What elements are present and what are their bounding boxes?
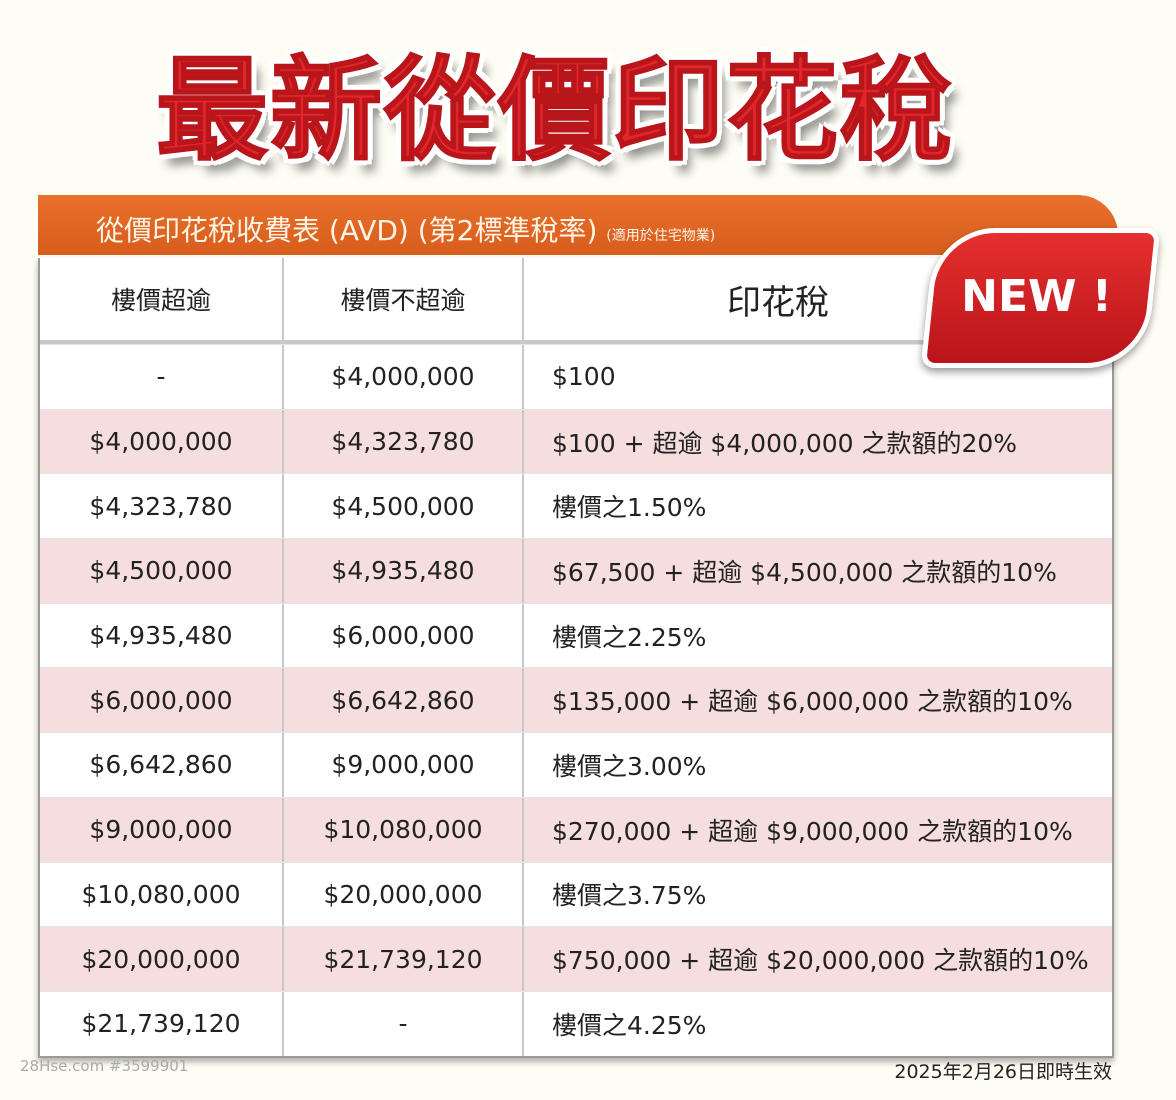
cell-price-not-exceeds: $4,935,480: [284, 539, 524, 603]
new-badge: NEW !: [920, 228, 1161, 368]
cell-price-exceeds: $4,323,780: [40, 474, 284, 539]
effective-date: 2025年2月26日即時生效: [894, 1061, 1112, 1083]
cell-price-exceeds: $21,739,120: [40, 991, 284, 1056]
table-row: $20,000,000 $21,739,120 $750,000 + 超逾 $20,…: [40, 926, 1112, 991]
cell-price-exceeds: $9,000,000: [40, 797, 284, 862]
table-title: 從價印花稅收費表 (AVD) (第2標準稅率) (適用於住宅物業): [96, 209, 715, 249]
table-row: $4,323,780 $4,500,000 樓價之1.50%: [40, 473, 1112, 539]
watermark: 28Hse.com #3599901: [20, 1057, 189, 1075]
cell-stamp-duty: $100: [552, 362, 616, 392]
table-subtitle: (適用於住宅物業): [606, 228, 716, 244]
table-row: $4,935,480 $6,000,000 樓價之2.25%: [40, 602, 1112, 668]
page-title: 最新從價印花稅: [155, 45, 954, 177]
cell-stamp-duty: 樓價之3.00%: [552, 751, 707, 781]
cell-stamp-duty: 樓價之2.25%: [552, 622, 707, 652]
cell-price-not-exceeds: $6,642,860: [284, 668, 524, 733]
table-title-text: 從價印花稅收費表 (AVD) (第2標準稅率): [96, 214, 598, 247]
table-row: $10,080,000 $20,000,000 樓價之3.75%: [40, 861, 1112, 927]
cell-price-not-exceeds: $10,080,000: [284, 797, 524, 862]
cell-price-exceeds: $4,000,000: [40, 409, 284, 474]
table-row: $6,642,860 $9,000,000 樓價之3.00%: [40, 732, 1112, 797]
table-row: $9,000,000 $10,080,000 $270,000 + 超逾 $9,00…: [40, 796, 1112, 862]
cell-stamp-duty: $135,000 + 超逾 $6,000,000 之款額的10%: [552, 687, 1073, 717]
cell-price-exceeds: $10,080,000: [40, 862, 284, 927]
header-price-not-exceeds: 樓價不超逾: [284, 258, 524, 340]
cell-stamp-duty: 樓價之3.75%: [552, 881, 707, 911]
cell-price-not-exceeds: -: [284, 991, 524, 1056]
table-header-row: 樓價超逾 樓價不超逾 印花稅: [40, 258, 1112, 344]
cell-price-not-exceeds: $6,000,000: [284, 603, 524, 668]
cell-stamp-duty: $270,000 + 超逾 $9,000,000 之款額的10%: [552, 816, 1073, 846]
stamp-duty-table: 樓價超逾 樓價不超逾 印花稅 - $4,000,000 $100 $4,000,000…: [38, 258, 1114, 1058]
cell-price-exceeds: -: [40, 345, 284, 409]
table-header-bar: 從價印花稅收費表 (AVD) (第2標準稅率) (適用於住宅物業): [38, 195, 1118, 255]
cell-price-not-exceeds: $4,000,000: [284, 345, 524, 409]
new-badge-text: NEW !: [961, 271, 1112, 322]
table-row: $6,000,000 $6,642,860 $135,000 + 超逾 $6,000…: [40, 667, 1112, 733]
header-stamp-duty: 印花稅: [727, 282, 829, 323]
table-row: $21,739,120- 樓價之4.25%: [40, 990, 1112, 1056]
cell-price-exceeds: $6,642,860: [40, 733, 284, 797]
cell-stamp-duty: 樓價之4.25%: [552, 1010, 707, 1040]
cell-price-exceeds: $20,000,000: [40, 927, 284, 991]
cell-price-exceeds: $4,500,000: [40, 539, 284, 603]
cell-price-exceeds: $6,000,000: [40, 668, 284, 733]
cell-stamp-duty: 樓價之1.50%: [552, 493, 707, 523]
table-row: $4,500,000 $4,935,480 $67,500 + 超逾 $4,500,…: [40, 538, 1112, 603]
cell-price-not-exceeds: $4,323,780: [284, 409, 524, 474]
table-row: - $4,000,000 $100: [40, 344, 1112, 409]
cell-price-not-exceeds: $4,500,000: [284, 474, 524, 539]
cell-price-not-exceeds: $9,000,000: [284, 733, 524, 797]
cell-stamp-duty: $67,500 + 超逾 $4,500,000 之款額的10%: [552, 557, 1057, 587]
table-row: $4,000,000 $4,323,780 $100 + 超逾 $4,000,000…: [40, 408, 1112, 474]
cell-stamp-duty: $750,000 + 超逾 $20,000,000 之款額的10%: [552, 946, 1089, 976]
cell-price-not-exceeds: $21,739,120: [284, 927, 524, 991]
cell-price-not-exceeds: $20,000,000: [284, 862, 524, 927]
cell-stamp-duty: $100 + 超逾 $4,000,000 之款額的20%: [552, 428, 1018, 458]
header-price-exceeds: 樓價超逾: [40, 258, 284, 340]
cell-price-exceeds: $4,935,480: [40, 603, 284, 668]
